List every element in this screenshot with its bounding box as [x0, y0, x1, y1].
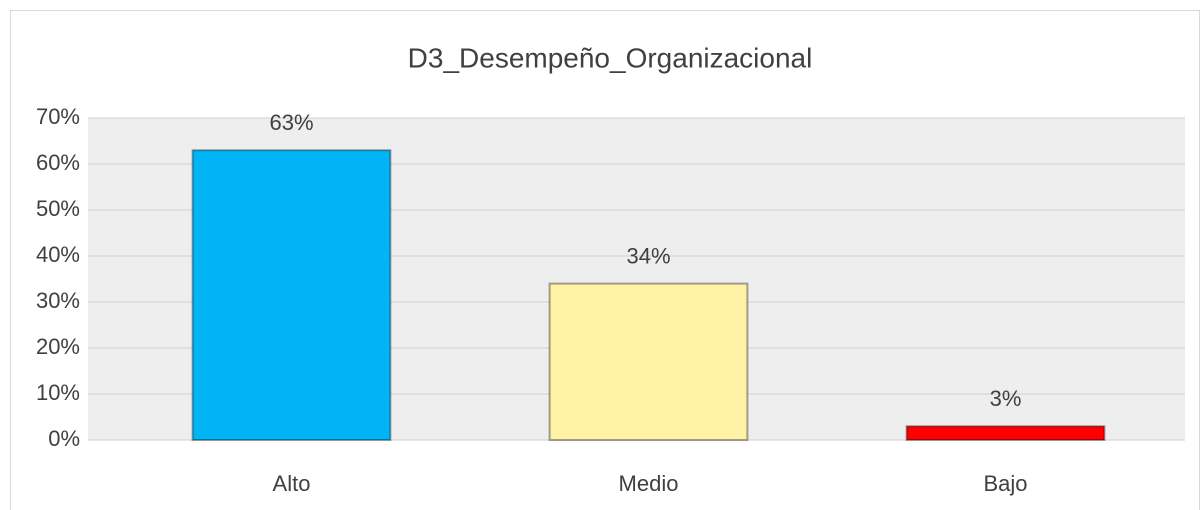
y-tick-label: 10% [36, 380, 80, 405]
bar [548, 282, 749, 441]
bar [905, 425, 1106, 442]
data-label: 3% [990, 386, 1022, 411]
y-tick-label: 30% [36, 288, 80, 313]
y-tick-label: 60% [36, 150, 80, 175]
y-tick-label: 40% [36, 242, 80, 267]
chart-title: D3_Desempeño_Organizacional [408, 42, 813, 73]
y-tick-label: 50% [36, 196, 80, 221]
bar [191, 149, 392, 441]
data-label: 34% [626, 243, 670, 268]
y-tick-label: 20% [36, 334, 80, 359]
x-tick-label: Medio [619, 471, 679, 496]
y-tick-label: 70% [36, 104, 80, 129]
y-tick-label: 0% [48, 426, 80, 451]
x-tick-label: Alto [273, 471, 311, 496]
data-label: 63% [269, 110, 313, 135]
x-tick-label: Bajo [983, 471, 1027, 496]
